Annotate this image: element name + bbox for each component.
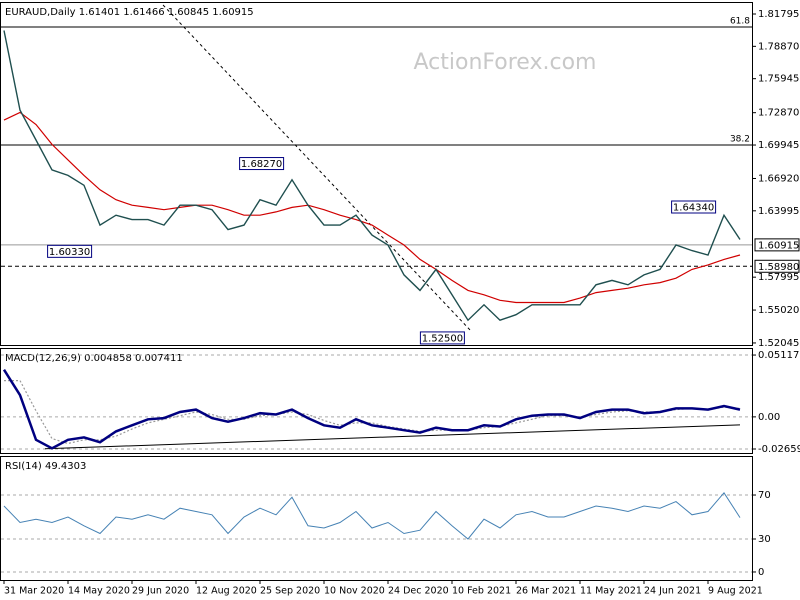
trend-line [162, 4, 471, 331]
annotation: 1.68270 [239, 157, 285, 171]
panel-title: MACD(12,26,9) 0.004858 0.007411 [5, 353, 183, 364]
x-tick-label: 24 Dec 2020 [388, 586, 449, 597]
price-level-label: 1.58980 [758, 262, 799, 273]
x-tick-label: 10 Nov 2020 [324, 586, 385, 597]
series-line [2, 369, 741, 450]
y-tick-label: 1.55020 [758, 305, 799, 316]
y-tick-label: 1.81795 [758, 9, 799, 20]
annotation-box [671, 200, 717, 214]
fib-label: 38.2 [730, 135, 750, 145]
x-tick-label: 24 Jun 2021 [644, 586, 701, 597]
annotation: 1.60330 [47, 244, 93, 258]
panel-title: EURAUD,Daily 1.61401 1.61466 1.60845 1.6… [5, 7, 254, 18]
annotation-label: 1.52500 [422, 333, 463, 344]
annotation-label: 1.64340 [673, 203, 714, 214]
annotation-box [47, 244, 93, 258]
y-tick-label: 1.69945 [758, 140, 799, 151]
panel-frame [0, 2, 753, 346]
watermark: ActionForex.com [414, 50, 597, 75]
y-tick-label: 1.57995 [758, 272, 799, 283]
series-line [3, 30, 741, 322]
x-tick-label: 26 Mar 2021 [516, 586, 576, 597]
panel-frame [0, 348, 753, 454]
price-level-box [754, 238, 800, 252]
y-tick-label: 70 [758, 490, 771, 501]
panel-title: RSI(14) 49.4303 [5, 461, 86, 472]
price-level-label: 1.60915 [758, 240, 799, 251]
fib-label: 61.8 [730, 16, 750, 26]
trend-line [44, 424, 741, 450]
y-tick-label: 1.75945 [758, 74, 799, 85]
panel-frame [0, 456, 753, 581]
annotation-label: 1.68270 [241, 159, 282, 170]
annotation-box [239, 157, 285, 171]
y-tick-label: 1.66920 [758, 173, 799, 184]
y-tick-label: 1.72870 [758, 108, 799, 119]
annotation: 1.52500 [419, 331, 465, 345]
price-level-box [754, 259, 800, 273]
y-tick-label: 0.00 [758, 412, 780, 423]
annotation-box [419, 331, 465, 345]
y-tick-label: -0.026593 [758, 444, 800, 455]
series-line [3, 111, 741, 304]
x-tick-label: 9 Aug 2021 [708, 586, 763, 597]
x-tick-label: 10 Feb 2021 [452, 586, 511, 597]
y-tick-label: 1.63995 [758, 206, 799, 217]
series-line [3, 491, 741, 540]
y-tick-label: 1.52045 [758, 338, 799, 349]
x-tick-label: 12 Aug 2020 [196, 586, 257, 597]
y-tick-label: 0.051172 [758, 350, 800, 361]
y-tick-label: 0 [758, 567, 764, 578]
annotation-label: 1.60330 [49, 247, 90, 258]
y-tick-label: 30 [758, 534, 771, 545]
x-tick-label: 25 Sep 2020 [260, 586, 320, 597]
x-tick-label: 29 Jun 2020 [132, 586, 189, 597]
annotation: 1.64340 [671, 200, 717, 214]
x-tick-label: 31 Mar 2020 [4, 586, 64, 597]
x-tick-label: 14 May 2020 [68, 586, 130, 597]
x-tick-label: 11 May 2021 [580, 586, 642, 597]
y-tick-label: 1.78870 [758, 41, 799, 52]
